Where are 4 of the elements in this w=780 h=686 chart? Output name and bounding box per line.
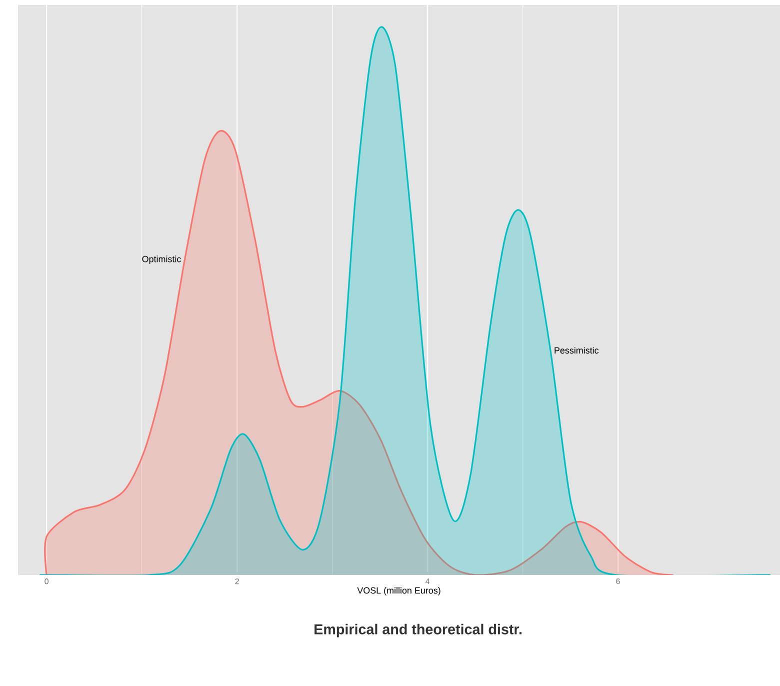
x-axis-title: VOSL (million Euros) bbox=[357, 587, 440, 596]
series-label: Optimistic bbox=[142, 256, 181, 264]
text: Empirical and theoretical distr. bbox=[314, 624, 522, 638]
series-label: Pessimistic bbox=[554, 346, 599, 354]
